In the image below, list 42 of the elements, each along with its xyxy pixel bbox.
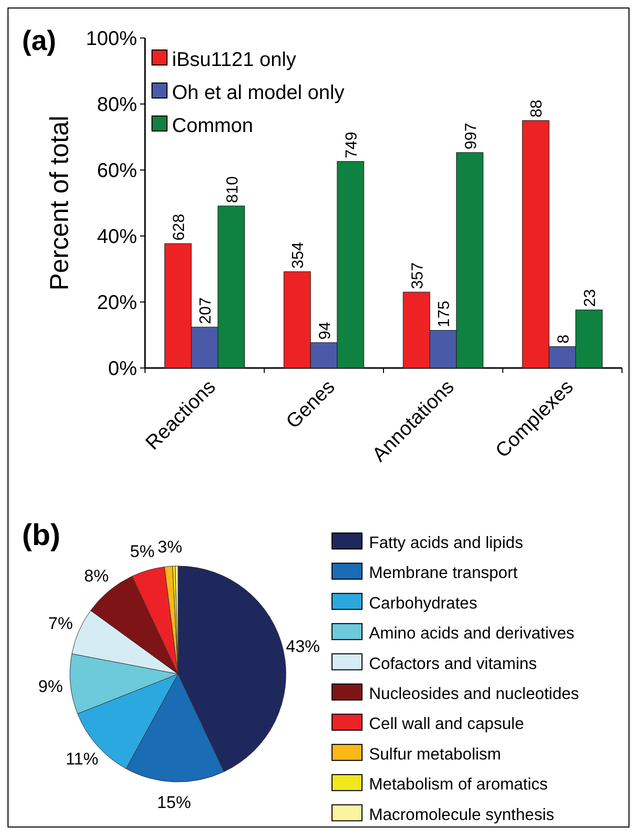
data-label: 7% — [48, 614, 73, 634]
y-tick-label: 40% — [96, 226, 138, 248]
legend-label: Membrane transport — [369, 564, 518, 582]
legend-label: Fatty acids and lipids — [369, 534, 524, 552]
y-tick-label: 0% — [108, 358, 138, 380]
legend-label: Metabolism of aromatics — [369, 776, 548, 794]
annotation: 23 — [582, 289, 600, 307]
annotation: 88 — [528, 100, 546, 118]
annotation: 628 — [170, 214, 188, 241]
annotation: 997 — [462, 122, 480, 150]
legend-label: Macromolecule synthesis — [369, 806, 554, 824]
data-label: 5% — [130, 542, 155, 562]
legend-label: Carbohydrates — [369, 594, 478, 612]
annotation: 354 — [290, 242, 308, 269]
annotation: 207 — [198, 297, 215, 324]
legend-label: Sulfur metabolism — [369, 745, 502, 764]
annotation: 8 — [555, 334, 572, 344]
legend-label: iBsu1121 only — [172, 49, 296, 71]
data-label: 9% — [38, 677, 63, 696]
annotation: 810 — [224, 176, 242, 203]
y-tick-label: 20% — [96, 292, 138, 314]
y-axis-title: Percent of total — [44, 116, 74, 290]
legend-label: Nucleosides and nucleotides — [369, 685, 580, 703]
chart-title: (a) — [22, 25, 56, 56]
data-label: 8% — [84, 566, 109, 586]
y-tick-label: 80% — [96, 94, 138, 116]
legend-label: Amino acids and derivatives — [369, 624, 574, 643]
text: 3% — [158, 537, 182, 556]
y-tick-label: 60% — [96, 160, 138, 182]
data-label: 15% — [156, 792, 191, 812]
annotation: 175 — [436, 300, 454, 328]
data-label: 43% — [286, 637, 320, 656]
chart-title: (b) — [22, 519, 60, 552]
legend-label: Cofactors and vitamins — [369, 654, 537, 673]
legend-label: Common — [172, 115, 254, 137]
legend-label: Cell wall and capsule — [369, 715, 524, 734]
annotation: 357 — [409, 262, 426, 290]
y-tick-label: 100% — [86, 28, 138, 50]
data-label: 11% — [66, 750, 98, 769]
annotation: 94 — [316, 322, 334, 340]
annotation: 749 — [344, 132, 361, 158]
legend-label: Oh et al model only — [172, 82, 344, 104]
